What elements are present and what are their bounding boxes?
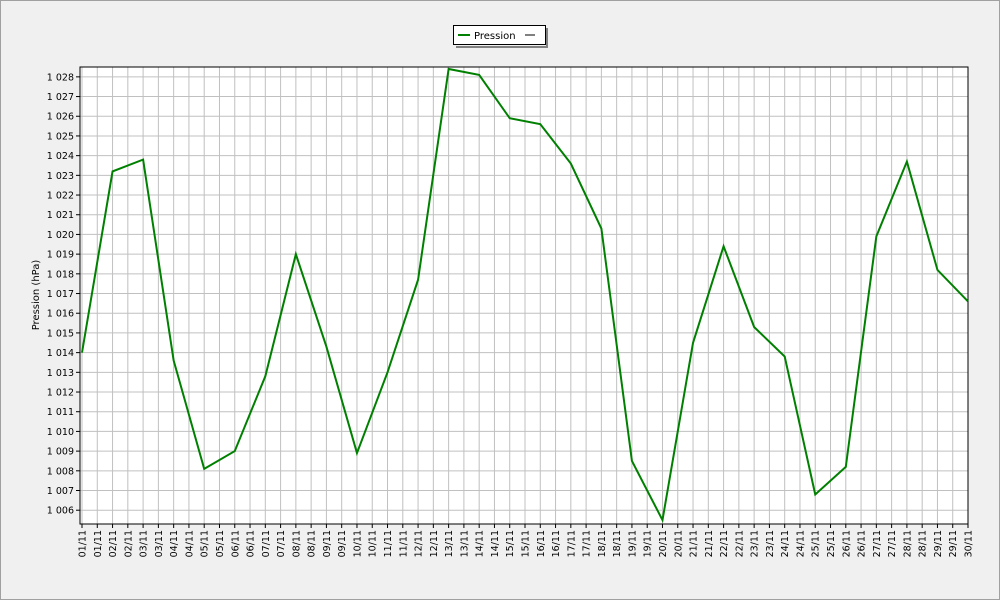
- x-tick-label: 17/11: [566, 530, 577, 557]
- y-tick-label: 1 014: [47, 348, 74, 359]
- y-tick-label: 1 024: [47, 151, 74, 162]
- x-tick-label: 29/11: [948, 530, 959, 557]
- x-tick-label: 02/11: [123, 530, 134, 557]
- x-tick-label: 21/11: [689, 530, 700, 557]
- y-tick-label: 1 023: [47, 171, 74, 182]
- x-tick-label: 28/11: [918, 530, 929, 557]
- x-tick-label: 03/11: [139, 530, 150, 557]
- y-tick-label: 1 020: [47, 230, 74, 241]
- x-tick-label: 15/11: [521, 530, 532, 557]
- plot-border: [79, 66, 969, 525]
- x-tick-label: 06/11: [246, 530, 257, 557]
- x-tick-label: 26/11: [841, 530, 852, 557]
- y-tick-label: 1 015: [47, 328, 74, 339]
- y-tick-label: 1 006: [47, 506, 74, 517]
- x-tick-label: 20/11: [673, 530, 684, 557]
- x-tick-label: 04/11: [184, 530, 195, 557]
- x-tick-label: 20/11: [658, 530, 669, 557]
- legend-shadow: [456, 46, 548, 48]
- x-tick-label: 13/11: [459, 530, 470, 557]
- x-tick-label: 25/11: [811, 530, 822, 557]
- y-tick-label: 1 018: [47, 269, 74, 280]
- x-tick-label: 13/11: [444, 530, 455, 557]
- x-tick-label: 18/11: [597, 530, 608, 557]
- x-tick-label: 03/11: [154, 530, 165, 557]
- x-tick-label: 07/11: [276, 530, 287, 557]
- x-tick-label: 08/11: [291, 530, 302, 557]
- x-tick-label: 22/11: [719, 530, 730, 557]
- x-tick-label: 23/11: [765, 530, 776, 557]
- x-tick-label: 04/11: [169, 530, 180, 557]
- x-tick-label: 12/11: [429, 530, 440, 557]
- x-tick-label: 07/11: [261, 530, 272, 557]
- y-tick-label: 1 012: [47, 388, 74, 399]
- y-tick-label: 1 016: [47, 309, 74, 320]
- x-tick-label: 14/11: [475, 530, 486, 557]
- x-tick-label: 16/11: [551, 530, 562, 557]
- x-tick-label: 09/11: [322, 530, 333, 557]
- x-tick-label: 11/11: [398, 530, 409, 557]
- y-tick-label: 1 025: [47, 131, 74, 142]
- x-tick-label: 02/11: [108, 530, 119, 557]
- x-tick-label: 08/11: [307, 530, 318, 557]
- y-tick-label: 1 027: [47, 92, 74, 103]
- x-tick-label: 05/11: [215, 530, 226, 557]
- y-tick-label: 1 013: [47, 368, 74, 379]
- y-tick-label: 1 021: [47, 210, 74, 221]
- x-tick-label: 22/11: [734, 530, 745, 557]
- legend-label: Pression: [474, 31, 516, 42]
- y-tick-label: 1 026: [47, 112, 74, 123]
- y-axis-title: Pression (hPa): [31, 260, 42, 331]
- x-tick-label: 14/11: [490, 530, 501, 557]
- x-tick-label: 27/11: [872, 530, 883, 557]
- x-tick-label: 12/11: [414, 530, 425, 557]
- x-tick-label: 30/11: [964, 530, 975, 557]
- y-tick-label: 1 019: [47, 250, 74, 261]
- x-tick-label: 29/11: [933, 530, 944, 557]
- legend-box: [453, 25, 546, 45]
- x-tick-label: 24/11: [780, 530, 791, 557]
- x-tick-label: 01/11: [93, 530, 104, 557]
- x-tick-label: 26/11: [857, 530, 868, 557]
- x-tick-label: 15/11: [505, 530, 516, 557]
- x-tick-label: 21/11: [704, 530, 715, 557]
- legend-shadow: [546, 28, 548, 47]
- y-tick-label: 1 017: [47, 289, 74, 300]
- x-tick-label: 28/11: [902, 530, 913, 557]
- y-tick-label: 1 007: [47, 486, 74, 497]
- series-line: [81, 67, 969, 524]
- x-tick-label: 24/11: [795, 530, 806, 557]
- x-tick-label: 01/11: [78, 530, 89, 557]
- x-tick-label: 17/11: [582, 530, 593, 557]
- x-tick-label: 06/11: [230, 530, 241, 557]
- plot-area: [80, 67, 968, 524]
- x-tick-label: 10/11: [368, 530, 379, 557]
- x-tick-label: 16/11: [536, 530, 547, 557]
- x-tick-label: 19/11: [627, 530, 638, 557]
- x-tick-label: 05/11: [200, 530, 211, 557]
- y-tick-label: 1 010: [47, 427, 74, 438]
- x-tick-label: 25/11: [826, 530, 837, 557]
- y-tick-label: 1 028: [47, 72, 74, 83]
- y-tick-label: 1 008: [47, 466, 74, 477]
- x-tick-label: 27/11: [887, 530, 898, 557]
- x-tick-label: 11/11: [383, 530, 394, 557]
- x-tick-label: 09/11: [337, 530, 348, 557]
- x-tick-label: 23/11: [750, 530, 761, 557]
- x-tick-label: 18/11: [612, 530, 623, 557]
- y-tick-label: 1 022: [47, 191, 74, 202]
- y-tick-label: 1 009: [47, 447, 74, 458]
- x-tick-label: 19/11: [643, 530, 654, 557]
- y-tick-label: 1 011: [47, 407, 74, 418]
- x-tick-label: 10/11: [352, 530, 363, 557]
